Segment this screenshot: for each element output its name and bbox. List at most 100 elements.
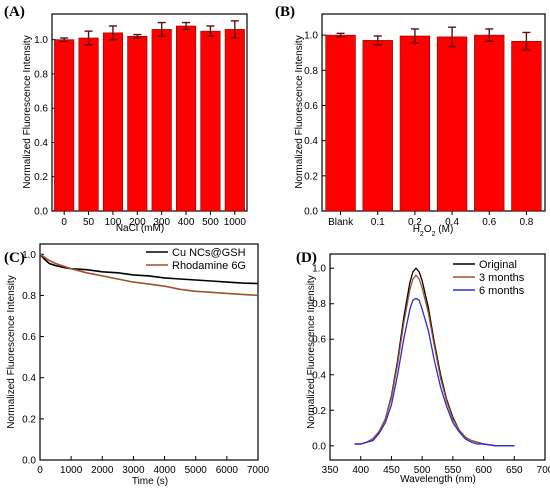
x-tick-label: 5000 [185,465,208,476]
y-tick-label: 1.0 [304,31,318,42]
y-tick-label: 1.0 [34,35,48,46]
x-tick-label: 1000 [60,465,83,476]
legend-label: 3 months [479,272,525,284]
bar [200,30,221,212]
x-tick-label: 0.6 [482,217,496,228]
x-tick-label: 100 [105,217,122,228]
x-axis-label-part: 2 [432,231,436,238]
x-tick-label: 600 [475,465,492,476]
x-tick-label: 0.4 [445,217,459,228]
y-axis-label: Normalized Fluorescence Intensity [6,275,17,428]
panel-letter: (B) [275,4,295,20]
x-tick-label: 50 [83,217,95,228]
bar [54,39,75,212]
x-tick-label: 400 [352,465,369,476]
bar [224,29,245,212]
bar [127,35,148,212]
x-tick-label: 650 [506,465,523,476]
bar [474,34,505,212]
x-tick-label: 0.2 [408,217,422,228]
y-tick-label: 0.2 [312,406,326,417]
x-tick-label: 500 [202,217,219,228]
series-line [39,253,259,285]
y-tick-label: 0.8 [22,291,36,302]
y-tick-label: 0.8 [304,66,318,77]
plot-frame [51,13,248,212]
bar [102,32,123,212]
y-tick-label: 0.6 [312,335,326,346]
series-line [354,274,515,447]
x-tick-label: 450 [383,465,400,476]
y-tick-label: 0.4 [22,373,36,384]
x-tick-label: 500 [414,465,431,476]
y-tick-label: 0.2 [304,171,318,182]
x-tick-label: 0 [37,465,43,476]
x-tick-label: Blank [328,217,354,228]
y-tick-label: 1.0 [312,264,326,275]
panel-c: (C) 0.0 0.2 0.4 0.6 0.8 1.0 Normalized Fluoresc… [4,243,270,487]
x-tick-label: 0.8 [519,217,533,228]
legend-label: 6 months [479,285,525,297]
series-line [354,297,515,447]
y-tick-label: 0.6 [304,101,318,112]
x-tick-label: 700 [537,465,550,476]
x-axis-label-part: 2 [420,231,424,238]
x-tick-label: 2000 [91,465,114,476]
panel-letter: (C) [4,250,25,266]
x-tick-label: 0 [61,217,67,228]
x-tick-label: 1000 [224,217,247,228]
bar [436,36,468,212]
y-tick-label: 0.4 [34,138,48,149]
bar [151,29,172,212]
legend-label: Rhodamine 6G [172,260,246,272]
plot-frame [321,13,546,212]
x-tick-label: 4000 [153,465,176,476]
x-axis-label-part: (M) [436,224,454,235]
plot-frame [329,253,546,461]
x-axis-label: Time (s) [132,476,168,487]
y-axis-label: Normalized Fluorescence Intensity [294,35,305,188]
y-tick-label: 0.0 [304,207,318,218]
legend-label: Cu NCs@GSH [172,247,246,259]
bar [362,40,393,212]
x-tick-label: 350 [322,465,339,476]
y-tick-label: 0.0 [22,456,36,467]
x-tick-label: 300 [153,217,170,228]
bar [78,37,99,212]
y-tick-label: 0.4 [304,136,318,147]
y-axis-label: Normalized Fluorescence Intensity [22,35,33,188]
x-axis-label: Wavelength (nm) [400,474,476,485]
bar [325,34,356,212]
x-axis-label: H2O2 (M) [413,224,454,238]
panel-letter: (D) [296,250,317,266]
bar [176,25,197,212]
x-axis-label-part: H [413,224,420,235]
panel-letter: (A) [4,4,25,20]
x-tick-label: 550 [445,465,462,476]
x-axis-label: NaCl (mM) [116,223,164,234]
x-tick-label: 200 [129,217,146,228]
x-tick-label: 6000 [216,465,239,476]
y-tick-label: 1.0 [22,250,36,261]
y-tick-label: 0.6 [22,332,36,343]
x-axis-label-part: O [424,224,432,235]
y-tick-label: 0.0 [34,207,48,218]
y-tick-label: 0.0 [312,441,326,452]
x-tick-label: 7000 [247,465,270,476]
bar [511,40,542,212]
y-tick-label: 0.8 [312,299,326,310]
bar [399,35,431,212]
x-tick-label: 0.1 [371,217,385,228]
x-tick-label: 400 [178,217,195,228]
y-axis-label: Normalized Fluorescence Intensity [306,275,317,428]
x-tick-label: 3000 [122,465,145,476]
y-tick-label: 0.2 [22,414,36,425]
y-tick-label: 0.2 [34,172,48,183]
legend-label: Original [479,259,517,271]
y-tick-label: 0.8 [34,69,48,80]
y-tick-label: 0.4 [312,370,326,381]
